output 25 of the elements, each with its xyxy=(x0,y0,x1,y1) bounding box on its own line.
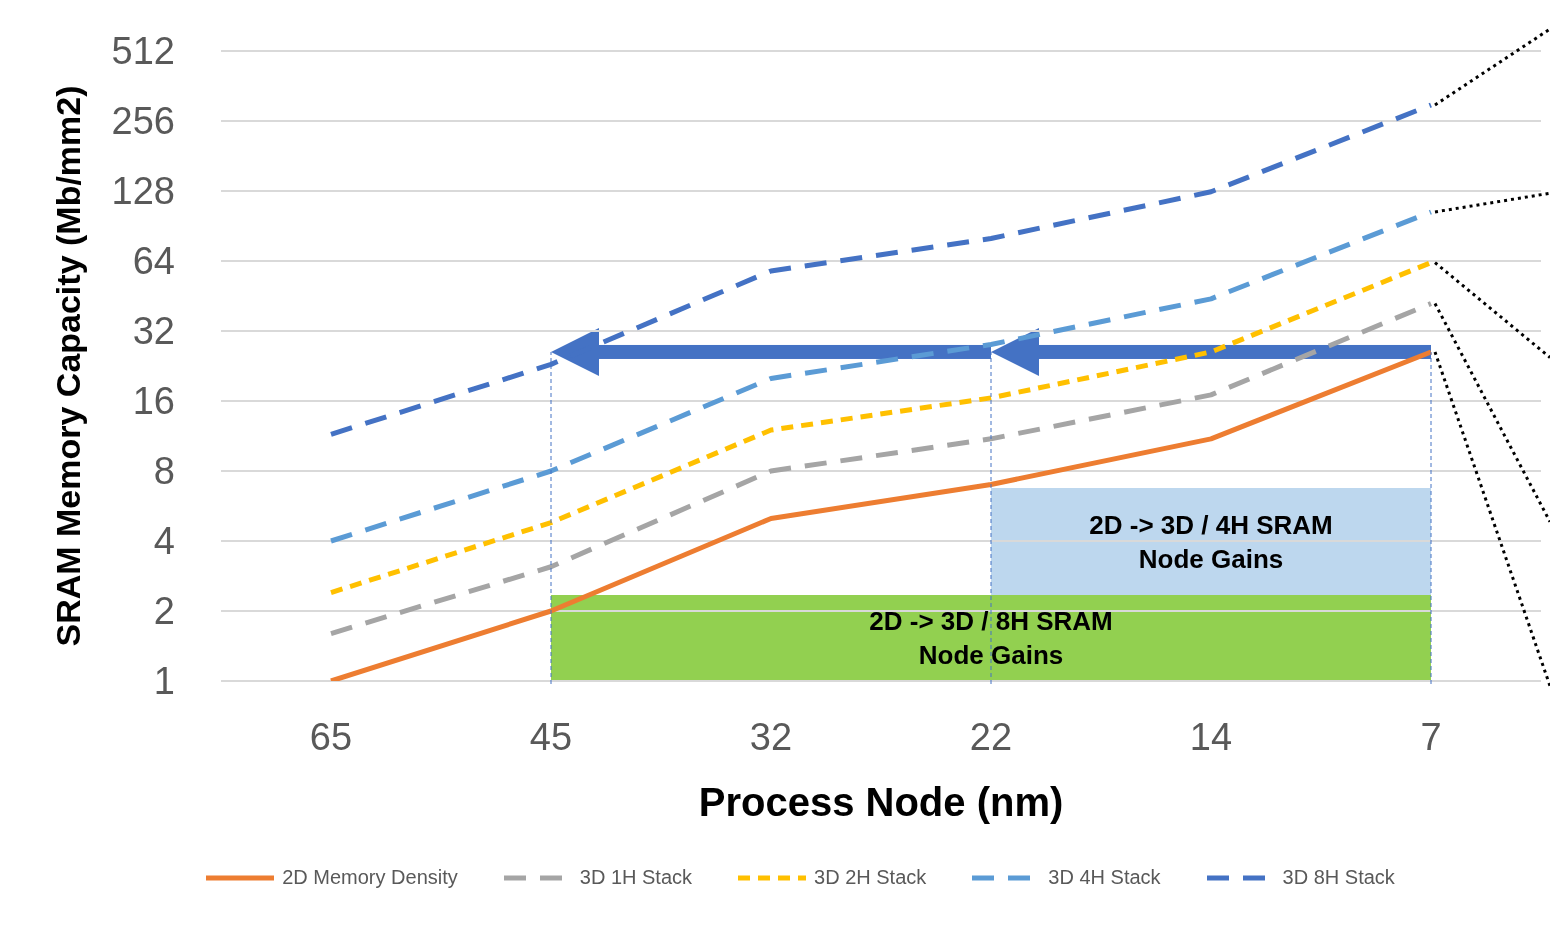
y-tick-label: 4 xyxy=(153,520,175,563)
legend-label: 3D 4H Stack xyxy=(1048,866,1161,889)
x-tick-label: 65 xyxy=(309,715,353,758)
y-tick-label: 32 xyxy=(132,310,175,353)
y-tick-label: 1 xyxy=(153,660,175,703)
x-tick-label: 7 xyxy=(1420,715,1442,758)
y-tick-label: 8 xyxy=(153,450,175,493)
y-axis-title: SRAM Memory Capacity (Mb/mm2) xyxy=(49,85,88,647)
y-tick-label: 128 xyxy=(111,170,175,213)
y-tick-label: 256 xyxy=(111,100,175,143)
band-label: 2D -> 3D / 4H SRAM Node Gains xyxy=(1088,508,1334,576)
y-tick-label: 2 xyxy=(153,590,175,633)
band-label: 2D -> 3D / 8H SRAM Node Gains xyxy=(868,605,1114,672)
x-tick-label: 32 xyxy=(749,715,793,758)
legend-label: 2D Memory Density xyxy=(282,866,458,889)
x-axis-title: Process Node (nm) xyxy=(698,780,1064,824)
legend-label: 3D 8H Stack xyxy=(1282,866,1395,889)
x-tick-label: 22 xyxy=(969,715,1013,758)
x-tick-label: 14 xyxy=(1189,715,1233,758)
x-tick-label: 45 xyxy=(529,715,573,758)
y-tick-label: 16 xyxy=(132,380,175,423)
legend-label: 3D 2H Stack xyxy=(814,866,927,889)
y-tick-label: 64 xyxy=(132,240,175,283)
y-tick-label: 512 xyxy=(111,30,175,73)
legend-label: 3D 1H Stack xyxy=(579,866,693,889)
